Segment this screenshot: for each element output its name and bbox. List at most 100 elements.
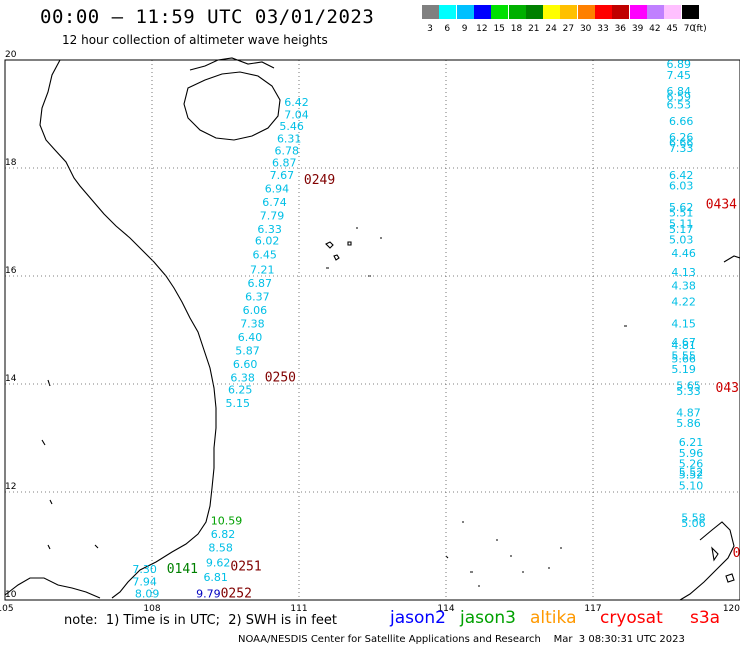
colorbar-swatch [439, 5, 457, 19]
wave-height-value: 6.89 [667, 58, 692, 71]
wave-height-value: 4.15 [671, 317, 696, 330]
wave-height-value: 7.21 [250, 263, 275, 276]
spratly-islands [445, 325, 627, 587]
wave-height-value: 8.58 [208, 541, 233, 554]
wave-height-value: 9.79 [196, 587, 221, 600]
x-tick-label: 108 [143, 604, 160, 614]
colorbar-swatch [577, 5, 595, 19]
satellite-legend-cryosat: cryosat [600, 608, 663, 628]
colorbar-unit: (ft) [693, 24, 707, 34]
colorbar-swatch [664, 5, 682, 19]
wave-height-value: 5.87 [235, 344, 259, 357]
wave-height-value: 7.30 [132, 563, 157, 576]
pass-label: 0434 [706, 198, 737, 213]
pass-label: 0251 [230, 559, 261, 574]
page-title: 00:00 — 11:59 UTC 03/01/2023 [40, 6, 375, 28]
colorbar-label: 36 [614, 24, 627, 34]
wave-height-value: 5.58 [681, 512, 706, 525]
wave-height-value: 6.42 [669, 169, 694, 182]
y-tick-label: 16 [5, 266, 17, 276]
colorbar-label: 21 [528, 24, 540, 34]
grid [5, 60, 740, 600]
west-islands [41, 379, 99, 550]
satellite-legend-s3a: s3a [690, 608, 721, 628]
colorbar-label: 15 [493, 24, 505, 34]
china-coastline [189, 57, 275, 71]
plot-frame [4, 59, 740, 601]
wave-height-value: 7.79 [260, 209, 285, 222]
colorbar-label: 6 [444, 24, 451, 34]
hainan-island [183, 71, 281, 141]
y-tick-label: 14 [5, 374, 17, 384]
wave-height-value: 6.84 [667, 85, 692, 98]
colorbar-swatch [525, 5, 543, 19]
wave-height-value: 7.04 [284, 108, 309, 121]
wave-height-value: 4.38 [671, 280, 696, 293]
y-tick-label: 12 [5, 482, 16, 492]
satellite-legend-altika: altika [530, 608, 577, 628]
x-tick-label: 105 [0, 604, 14, 614]
satellite-legend-jason2: jason2 [390, 608, 446, 628]
colorbar-label: 70 [683, 24, 696, 34]
wave-height-value: 6.02 [255, 235, 280, 248]
wave-height-value: 6.26 [669, 131, 694, 144]
gulf-thailand-coast [4, 577, 101, 599]
wave-height-value: 6.25 [228, 384, 253, 397]
wave-height-value: 6.38 [230, 371, 255, 384]
page-subtitle: 12 hour collection of altimeter wave hei… [62, 33, 328, 47]
wave-height-value: 4.13 [671, 266, 696, 279]
colorbar-swatch [473, 5, 491, 19]
wave-height-value: 6.60 [233, 358, 258, 371]
wave-height-value: 10.59 [211, 514, 243, 527]
colorbar-swatch [595, 5, 612, 19]
wave-height-value: 5.52 [679, 466, 704, 479]
wave-height-value: 5.51 [669, 207, 694, 220]
colorbar-swatch [560, 5, 578, 19]
wave-height-value: 6.66 [669, 136, 694, 149]
colorbar-swatch [646, 5, 664, 19]
colorbar-label: 42 [649, 24, 661, 34]
wave-height-value: 6.06 [243, 304, 268, 317]
colorbar-label: 18 [510, 24, 523, 34]
pass-label: 0141 [167, 562, 198, 577]
wave-height-value: 7.33 [669, 142, 694, 155]
y-tick-label: 18 [5, 158, 17, 168]
wave-height-value: 7.94 [132, 575, 157, 588]
wave-height-value: 6.87 [272, 156, 297, 169]
colorbar-swatch [543, 5, 561, 19]
wave-height-value: 7.38 [240, 317, 265, 330]
colorbar-swatch [612, 5, 630, 19]
wave-height-value: 6.78 [275, 145, 300, 158]
pass-label: 0252 [221, 586, 252, 601]
colorbar-label: 45 [666, 24, 678, 34]
wave-height-value: 6.94 [265, 182, 290, 195]
pass-label: 0249 [304, 173, 335, 188]
wave-height-value: 6.33 [257, 223, 282, 236]
colorbar-swatch [456, 5, 474, 19]
wave-height-value: 5.62 [669, 201, 694, 214]
colorbar-swatch [491, 5, 509, 19]
wave-height-value: 6.21 [679, 436, 704, 449]
pass-label: 0 [733, 546, 740, 561]
colorbar-swatch [422, 5, 439, 19]
wave-height-value: 6.45 [252, 249, 277, 262]
x-tick-label: 117 [584, 604, 601, 614]
colorbar-label: 24 [545, 24, 557, 34]
wave-height-value: 4.81 [671, 339, 696, 352]
wave-height-value: 7.45 [667, 69, 692, 82]
wave-height-value: 6.81 [203, 571, 228, 584]
paracel-islands [325, 227, 382, 277]
wave-height-value: 6.42 [284, 96, 309, 109]
wave-height-value: 9.62 [206, 557, 231, 570]
wave-height-value: 5.66 [671, 352, 696, 365]
philippines-coastline [679, 255, 740, 601]
wave-height-value: 5.86 [676, 417, 701, 430]
colorbar-label: 9 [461, 24, 468, 34]
footer-credit: NOAA/NESDIS Center for Satellite Applica… [238, 634, 685, 645]
wave-height-value: 4.87 [676, 406, 701, 419]
wave-height-value: 5.55 [671, 350, 696, 363]
pass-label: 043 [716, 381, 739, 396]
wave-height-value: 5.11 [669, 217, 694, 230]
colorbar-label: 12 [476, 24, 488, 34]
